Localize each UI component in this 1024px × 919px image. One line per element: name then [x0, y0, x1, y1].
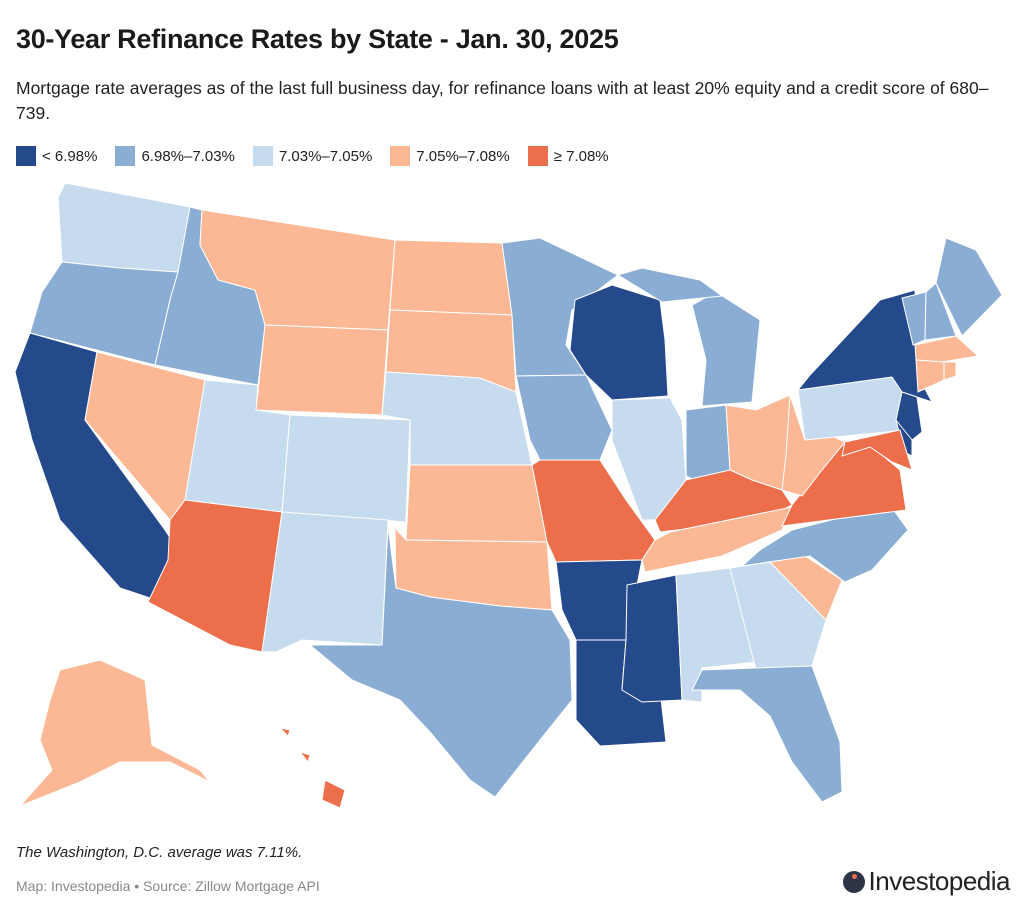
- logo-text: Investopedia: [868, 866, 1011, 896]
- legend-swatch: [527, 146, 548, 166]
- state-mi: [616, 267, 724, 303]
- logo-icon: [842, 870, 865, 893]
- state-me: [935, 237, 1003, 337]
- legend-swatch: [390, 146, 411, 166]
- source-credit: Map: Investopedia • Source: Zillow Mortg…: [16, 878, 320, 894]
- legend-swatch: [16, 146, 36, 166]
- chart-subtitle: Mortgage rate averages as of the last fu…: [16, 78, 989, 123]
- state-co: [281, 414, 411, 523]
- legend-label: < 6.98%: [42, 147, 98, 165]
- legend-item: ≥ 7.08%: [527, 146, 609, 166]
- state-ms: [621, 574, 683, 703]
- state-hi: [321, 779, 346, 809]
- legend-swatch: [115, 146, 136, 166]
- legend: < 6.98% 6.98%–7.03% 7.03%–7.05% 7.05%–7.…: [16, 146, 609, 166]
- state-nd: [389, 239, 513, 316]
- state-mn: [501, 237, 619, 377]
- state-hi: [298, 751, 311, 764]
- legend-label: 7.05%–7.08%: [416, 147, 510, 165]
- state-in: [685, 404, 731, 483]
- state-ri: [943, 361, 957, 381]
- legend-item: 7.03%–7.05%: [252, 146, 373, 166]
- state-hi: [278, 727, 291, 737]
- state-wa: [57, 182, 191, 273]
- legend-label: ≥ 7.08%: [553, 147, 609, 165]
- state-ma: [914, 335, 980, 363]
- legend-item: 6.98%–7.03%: [115, 146, 235, 166]
- state-ia: [515, 374, 613, 461]
- state-ct: [915, 359, 945, 393]
- state-fl: [691, 665, 843, 803]
- state-ks: [405, 464, 548, 543]
- footnote: The Washington, D.C. average was 7.11%.: [16, 844, 303, 861]
- state-md: [841, 429, 913, 471]
- legend-item: < 6.98%: [16, 146, 97, 166]
- state-nc: [740, 504, 909, 583]
- state-az: [147, 499, 283, 653]
- state-ny: [796, 289, 934, 403]
- state-nm: [261, 511, 389, 653]
- legend-label: 7.03%–7.05%: [278, 147, 373, 165]
- legend-swatch: [252, 146, 273, 166]
- investopedia-logo: Investopedia: [842, 866, 1011, 897]
- state-mi: [691, 291, 761, 407]
- legend-item: 7.05%–7.08%: [390, 146, 510, 166]
- legend-label: 6.98%–7.03%: [141, 147, 235, 165]
- state-tx: [308, 525, 573, 798]
- chart-title: 30-Year Refinance Rates by State - Jan. …: [16, 24, 619, 54]
- state-ak: [19, 659, 211, 807]
- state-wy: [255, 324, 389, 416]
- state-wi: [569, 284, 669, 401]
